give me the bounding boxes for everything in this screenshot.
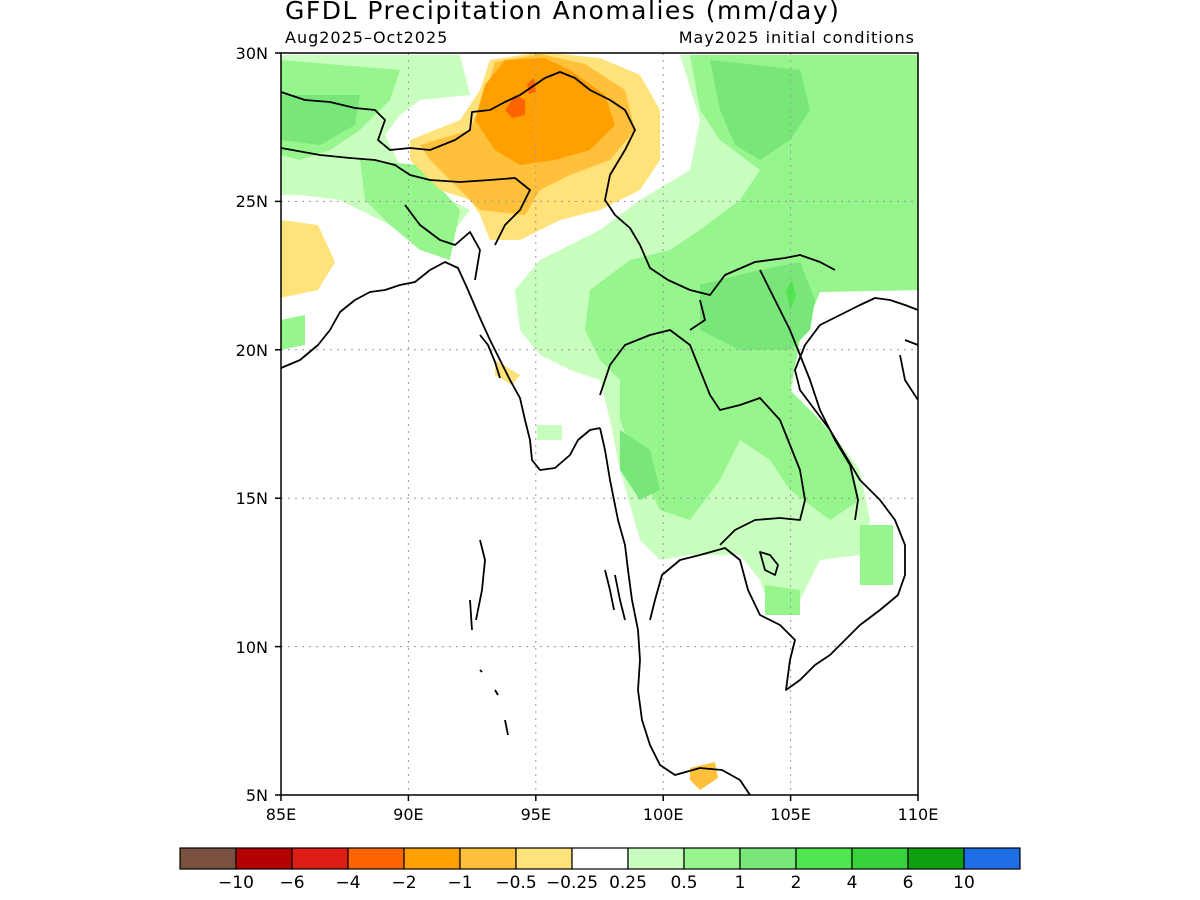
legend-label: −2 [391, 873, 416, 893]
anomaly-myanmar-mid [620, 430, 660, 500]
anomaly-laos-mid [700, 262, 815, 350]
coast-india-bay-of-bengal [281, 261, 601, 471]
legend-label: 0.25 [609, 873, 647, 893]
legend-swatch [963, 847, 1021, 870]
anomaly-shading [281, 53, 918, 790]
y-axis-labels: 30N 25N 20N 15N 10N 5N [236, 44, 268, 805]
anomaly-tibet-strong [475, 58, 615, 165]
legend-swatch [795, 847, 853, 870]
legend-swatch [907, 847, 965, 870]
anomaly-west-dry [281, 220, 335, 298]
y-tick-label: 10N [236, 638, 268, 657]
x-tick-label: 85E [266, 805, 296, 824]
border-india-north [281, 71, 836, 296]
legend-label: −4 [335, 873, 360, 893]
legend-label: 4 [847, 873, 858, 893]
y-tick-label: 15N [236, 489, 268, 508]
nicobar-islands [479, 669, 509, 736]
coast-myanmar-peninsula [599, 427, 751, 795]
anomaly-guangxi-patch [786, 280, 796, 310]
legend-label: −1 [447, 873, 472, 893]
x-axis-labels: 85E 90E 95E 100E 105E 110E [266, 805, 939, 824]
legend-label: −6 [279, 873, 304, 893]
forecast-period: Aug2025–Oct2025 [285, 28, 449, 47]
legend-label: −0.5 [495, 873, 536, 893]
tonle-sap-lake [759, 551, 779, 576]
color-legend: −10 −6 −4 −2 −1 −0.5 −0.25 0.25 0.5 1 2 4 6 10 [179, 847, 1021, 893]
anomaly-south-china-mid [710, 60, 810, 160]
map-title: GFDL Precipitation Anomalies (mm/day) [285, 0, 841, 25]
x-tick-label: 95E [521, 805, 551, 824]
legend-swatch [739, 847, 797, 870]
andaman-islands [469, 539, 486, 631]
border-nepal-bhutan [281, 147, 531, 246]
legend-swatch [627, 847, 685, 870]
coast-gulf-of-thailand [649, 297, 918, 691]
y-tick-label: 5N [246, 786, 268, 805]
legend-swatch [291, 847, 349, 870]
x-tick-label: 105E [770, 805, 811, 824]
legend-swatch [403, 847, 461, 870]
legend-label: 0.5 [670, 873, 697, 893]
legend-swatch [683, 847, 741, 870]
y-tick-label: 20N [236, 341, 268, 360]
anomaly-west-edge [281, 315, 305, 350]
myanmar-delta-islands [479, 334, 501, 379]
coastlines-and-borders [281, 71, 918, 795]
legend-swatch [235, 847, 293, 870]
anomaly-malaysia-dry [690, 762, 718, 790]
legend-swatch [347, 847, 405, 870]
mergui-archipelago [604, 569, 626, 621]
legend-swatch [459, 847, 517, 870]
x-tick-label: 90E [393, 805, 423, 824]
legend-label: 10 [953, 873, 975, 893]
anomaly-yunnan-dry [495, 360, 520, 385]
border-laos-vietnam [689, 269, 859, 521]
legend-label: 1 [735, 873, 746, 893]
anomaly-tibet-core [505, 78, 536, 118]
coast-china-hainan [899, 339, 918, 401]
legend-label: −10 [218, 873, 254, 893]
x-tick-label: 100E [643, 805, 684, 824]
legend-swatch [515, 847, 573, 870]
legend-swatch [179, 847, 237, 870]
anomaly-cambodia [765, 585, 800, 615]
border-myanmar-thailand [599, 329, 806, 546]
axis-tick-marks [275, 52, 919, 801]
initial-conditions: May2025 initial conditions [678, 28, 915, 47]
anomaly-vietnam-coast [860, 525, 893, 585]
legend-swatch [851, 847, 909, 870]
map-frame [280, 52, 919, 796]
y-tick-label: 30N [236, 44, 268, 63]
legend-label: 6 [903, 873, 914, 893]
border-bangladesh [404, 204, 481, 281]
map-gridlines [281, 53, 918, 795]
legend-label: 2 [791, 873, 802, 893]
anomaly-nw-india-dark [281, 95, 360, 145]
anomaly-andaman-sea [537, 425, 562, 440]
y-tick-label: 25N [236, 192, 268, 211]
legend-swatch [571, 847, 629, 870]
legend-label: −0.25 [546, 873, 598, 893]
x-tick-label: 110E [898, 805, 939, 824]
